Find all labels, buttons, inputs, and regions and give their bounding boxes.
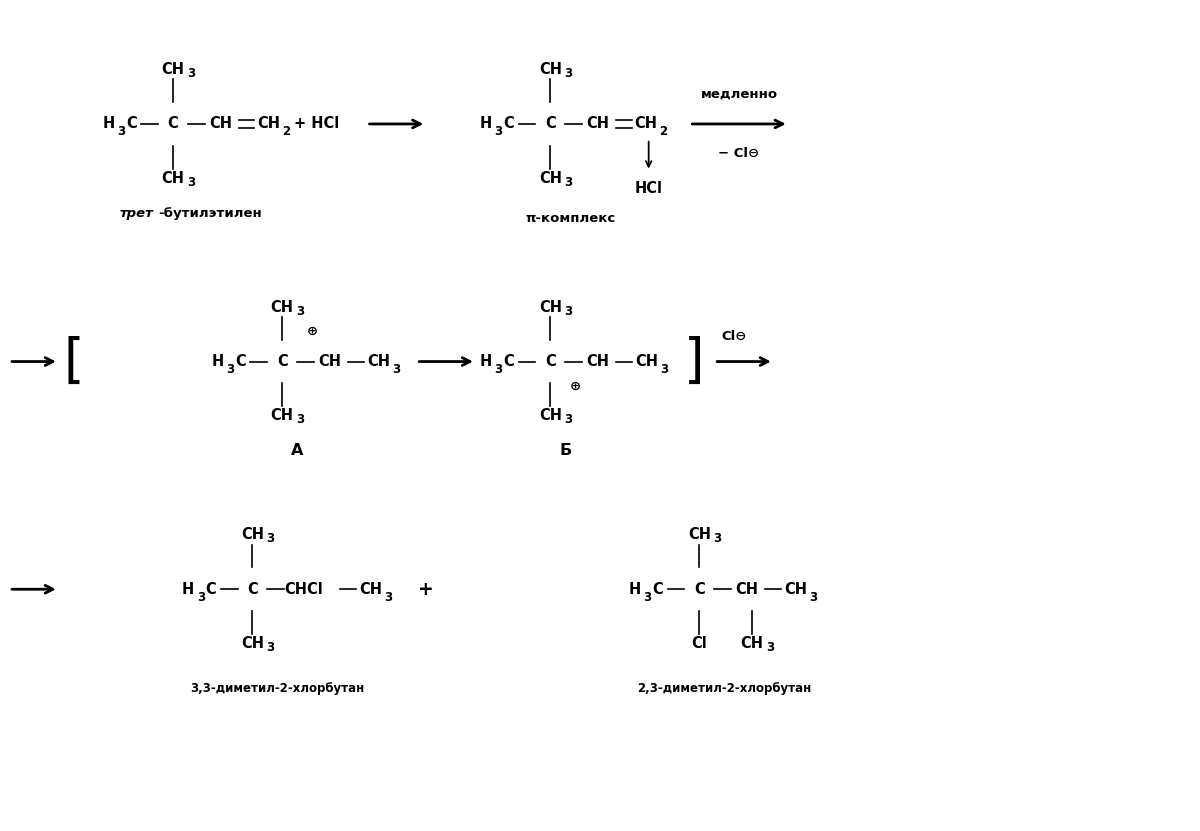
Text: 3: 3 [564, 67, 572, 80]
Text: ]: ] [684, 336, 704, 387]
Text: H: H [211, 354, 223, 369]
Text: ⊕: ⊕ [570, 380, 581, 393]
Text: трет: трет [119, 207, 154, 219]
Text: медленно: медленно [701, 88, 778, 101]
Text: CH: CH [539, 62, 562, 77]
Text: 3: 3 [118, 125, 126, 139]
Text: CH: CH [209, 116, 232, 131]
Text: C: C [205, 582, 216, 597]
Text: CH: CH [688, 528, 710, 543]
Text: CH: CH [539, 171, 562, 186]
Text: 3: 3 [392, 363, 401, 376]
Text: C: C [503, 116, 514, 131]
Text: CH: CH [318, 354, 341, 369]
Text: 3: 3 [384, 591, 392, 603]
Text: 3: 3 [660, 363, 668, 376]
Text: 3: 3 [564, 304, 572, 317]
Text: C: C [235, 354, 246, 369]
Text: Cl: Cl [691, 637, 707, 652]
Text: 2: 2 [660, 125, 667, 139]
Text: Cl⊖: Cl⊖ [721, 330, 746, 343]
Text: 3: 3 [266, 642, 275, 654]
Text: ⊕: ⊕ [306, 326, 318, 338]
Text: π-комплекс: π-комплекс [526, 212, 616, 224]
Text: H: H [480, 116, 492, 131]
Text: 3: 3 [197, 591, 205, 603]
Text: C: C [653, 582, 662, 597]
Text: 3: 3 [296, 304, 304, 317]
Text: 3: 3 [187, 67, 194, 80]
Text: [: [ [64, 336, 84, 387]
Text: CH: CH [635, 354, 658, 369]
Text: C: C [277, 354, 288, 369]
Text: 3: 3 [187, 176, 194, 189]
Text: -бутилэтилен: -бутилэтилен [158, 207, 262, 219]
Text: H: H [629, 582, 641, 597]
Text: Б: Б [559, 443, 571, 458]
Text: CH: CH [587, 116, 610, 131]
Text: 3: 3 [494, 363, 503, 376]
Text: 3: 3 [713, 532, 721, 545]
Text: CH: CH [587, 354, 610, 369]
Text: CH: CH [539, 300, 562, 315]
Text: 3: 3 [266, 532, 275, 545]
Text: C: C [545, 116, 556, 131]
Text: А: А [290, 443, 304, 458]
Text: 3: 3 [564, 176, 572, 189]
Text: CH: CH [271, 300, 294, 315]
Text: CH: CH [241, 528, 264, 543]
Text: CH: CH [359, 582, 382, 597]
Text: CH: CH [367, 354, 390, 369]
Text: H: H [480, 354, 492, 369]
Text: 3: 3 [227, 363, 235, 376]
Text: CH: CH [257, 116, 280, 131]
Text: H: H [102, 116, 114, 131]
Text: C: C [694, 582, 704, 597]
Text: 3: 3 [766, 642, 774, 654]
Text: +: + [419, 580, 434, 599]
Text: − Cl⊖: − Cl⊖ [719, 147, 760, 160]
Text: C: C [168, 116, 179, 131]
Text: H: H [181, 582, 194, 597]
Text: C: C [126, 116, 137, 131]
Text: 2,3-диметил-2-хлорбутан: 2,3-диметил-2-хлорбутан [637, 681, 811, 695]
Text: HCl: HCl [635, 181, 662, 196]
Text: 3: 3 [494, 125, 503, 139]
Text: 2: 2 [282, 125, 290, 139]
Text: CH: CH [740, 637, 763, 652]
Text: + HCl: + HCl [294, 116, 340, 131]
Text: CH: CH [784, 582, 808, 597]
Text: 3: 3 [643, 591, 652, 603]
Text: CH: CH [539, 409, 562, 424]
Text: CHCl: CHCl [284, 582, 324, 597]
Text: C: C [247, 582, 258, 597]
Text: CH: CH [271, 409, 294, 424]
Text: 3: 3 [564, 414, 572, 426]
Text: 3,3-диметил-2-хлорбутан: 3,3-диметил-2-хлорбутан [190, 681, 365, 695]
Text: CH: CH [162, 171, 185, 186]
Text: 3: 3 [810, 591, 817, 603]
Text: CH: CH [634, 116, 658, 131]
Text: CH: CH [241, 637, 264, 652]
Text: 3: 3 [296, 414, 304, 426]
Text: C: C [545, 354, 556, 369]
Text: CH: CH [736, 582, 758, 597]
Text: CH: CH [162, 62, 185, 77]
Text: C: C [503, 354, 514, 369]
